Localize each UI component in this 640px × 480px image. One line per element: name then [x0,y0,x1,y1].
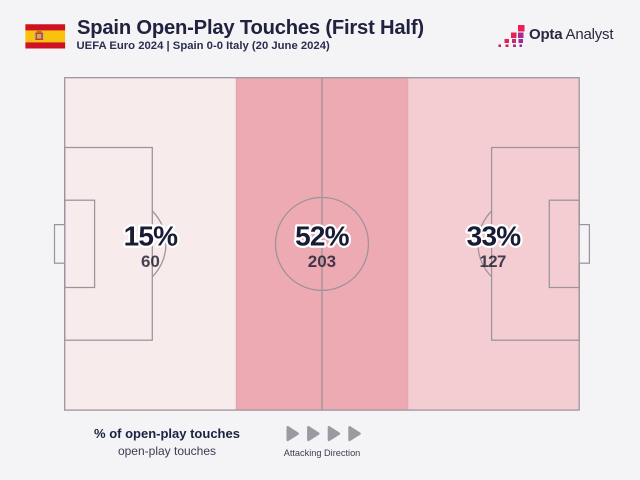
svg-text:33%: 33% [467,221,522,252]
svg-text:60: 60 [141,252,160,271]
svg-text:52%: 52% [295,221,350,252]
svg-text:203: 203 [308,252,336,271]
svg-text:15%: 15% [124,221,179,252]
svg-text:127: 127 [480,252,506,271]
